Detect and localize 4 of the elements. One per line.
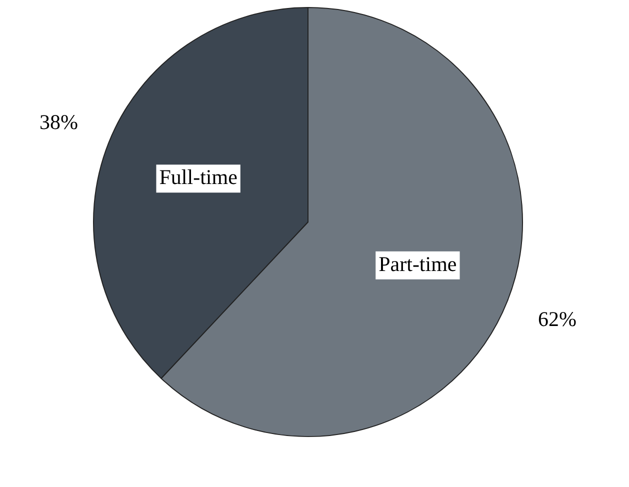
data-label: 38%: [39, 110, 78, 134]
slice-label: Part-time: [378, 252, 457, 276]
slice-label: Full-time: [159, 165, 238, 190]
data-label: 62%: [538, 307, 577, 332]
